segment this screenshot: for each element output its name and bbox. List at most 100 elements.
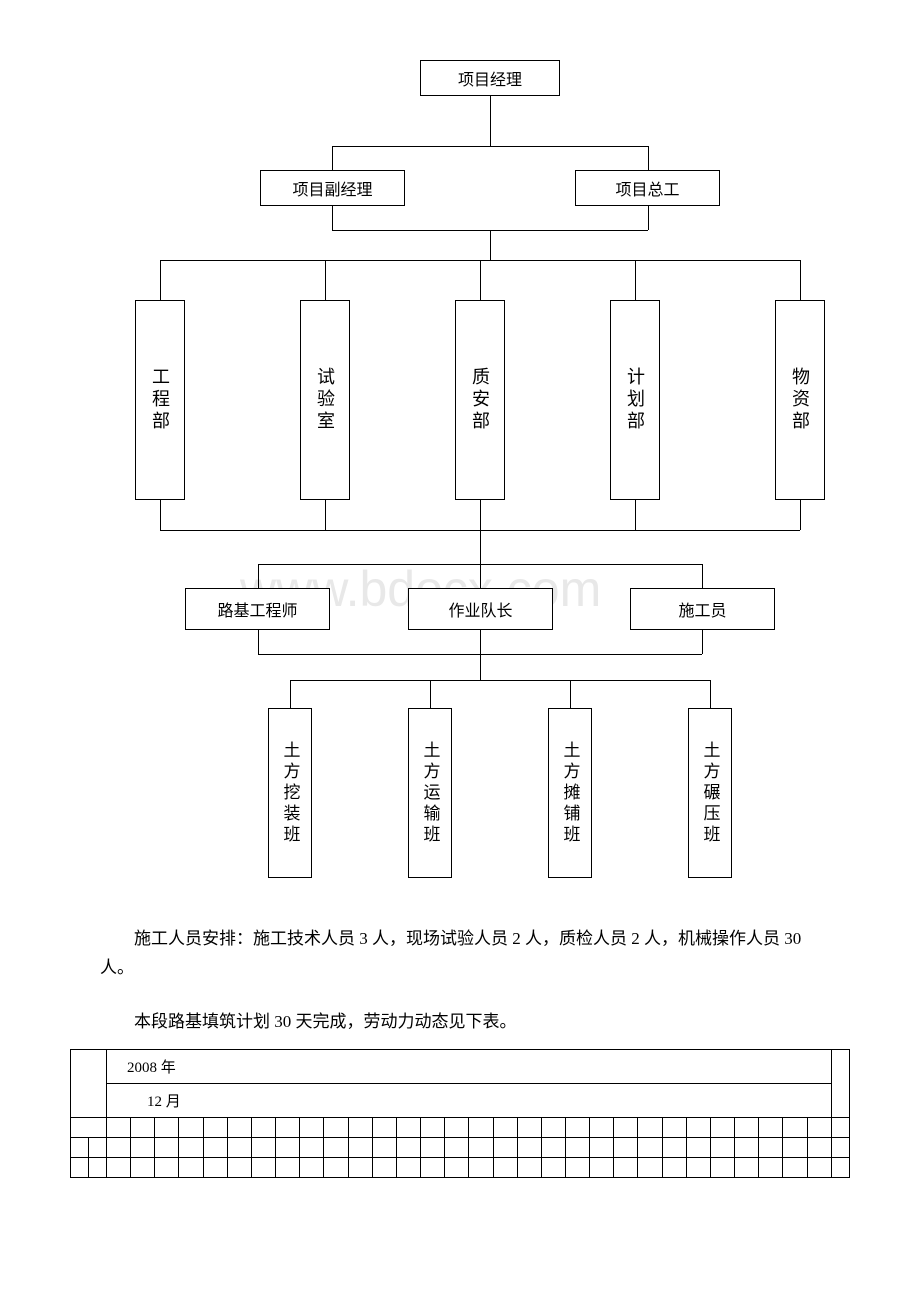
connector xyxy=(702,564,703,588)
grid-cell xyxy=(179,1157,203,1177)
grid-cell xyxy=(300,1157,324,1177)
day-cell xyxy=(324,1117,348,1137)
month-cell: 12 月 xyxy=(107,1083,832,1117)
connector xyxy=(325,260,326,300)
day-cell xyxy=(807,1117,831,1137)
day-cell xyxy=(300,1117,324,1137)
node-qa-dept: 质安部 xyxy=(455,300,505,500)
grid-cell xyxy=(759,1157,783,1177)
day-cell xyxy=(251,1117,275,1137)
node-lab: 试验室 xyxy=(300,300,350,500)
grid-cell xyxy=(832,1157,850,1177)
connector xyxy=(325,500,326,530)
connector xyxy=(480,654,481,680)
connector xyxy=(635,260,636,300)
node-team-leader: 作业队长 xyxy=(408,588,553,630)
connector xyxy=(290,680,291,708)
connector xyxy=(480,530,481,564)
connector xyxy=(290,680,710,681)
day-cell xyxy=(638,1117,662,1137)
node-paving-team: 土方摊铺班 xyxy=(548,708,592,878)
grid-cell xyxy=(686,1157,710,1177)
connector xyxy=(480,564,481,588)
day-cell xyxy=(203,1117,227,1137)
org-chart: www.bdocx.com 项目经理 项目副经理 项目总工 工程部 试验室 质安… xyxy=(60,60,860,900)
day-cell xyxy=(276,1117,300,1137)
day-cell xyxy=(372,1117,396,1137)
grid-cell xyxy=(131,1157,155,1177)
grid-cell xyxy=(783,1157,807,1177)
connector xyxy=(160,260,161,300)
day-cell xyxy=(686,1117,710,1137)
day-cell xyxy=(155,1117,179,1137)
connector xyxy=(258,630,259,654)
grid-cell xyxy=(614,1157,638,1177)
grid-cell xyxy=(807,1157,831,1177)
node-engineering-dept: 工程部 xyxy=(135,300,185,500)
grid-cell xyxy=(735,1157,759,1177)
connector xyxy=(332,146,333,170)
connector xyxy=(332,206,333,230)
paragraph-staff: 施工人员安排：施工技术人员 3 人，现场试验人员 2 人，质检人员 2 人，机械… xyxy=(100,925,820,983)
grid-cell xyxy=(445,1157,469,1177)
connector xyxy=(480,630,481,654)
grid-cell xyxy=(251,1157,275,1177)
grid-cell xyxy=(710,1157,734,1177)
grid-cell xyxy=(155,1157,179,1177)
grid-cell xyxy=(517,1157,541,1177)
grid-cell xyxy=(324,1157,348,1177)
grid-cell xyxy=(276,1157,300,1177)
connector xyxy=(710,680,711,708)
grid-cell xyxy=(421,1157,445,1177)
grid-cell xyxy=(89,1157,107,1177)
grid-cell xyxy=(348,1157,372,1177)
day-cell xyxy=(517,1117,541,1137)
day-cell xyxy=(469,1117,493,1137)
grid-cell xyxy=(493,1157,517,1177)
grid-cell xyxy=(71,1157,89,1177)
grid-cell xyxy=(227,1157,251,1177)
day-cell xyxy=(735,1117,759,1137)
day-cell xyxy=(662,1117,686,1137)
day-cell xyxy=(590,1117,614,1137)
year-cell: 2008 年 xyxy=(107,1049,832,1083)
connector xyxy=(800,260,801,300)
grid-cell xyxy=(469,1157,493,1177)
day-cell xyxy=(421,1117,445,1137)
grid-cell xyxy=(372,1157,396,1177)
grid-cell xyxy=(590,1157,614,1177)
day-cell xyxy=(541,1117,565,1137)
connector xyxy=(648,206,649,230)
connector xyxy=(480,500,481,530)
grid-cell xyxy=(662,1157,686,1177)
day-cell xyxy=(179,1117,203,1137)
day-cell xyxy=(493,1117,517,1137)
node-root: 项目经理 xyxy=(420,60,560,96)
day-cell xyxy=(614,1117,638,1137)
node-deputy-manager: 项目副经理 xyxy=(260,170,405,206)
connector xyxy=(480,260,481,300)
connector xyxy=(635,500,636,530)
connector xyxy=(258,564,259,588)
node-compaction-team: 土方碾压班 xyxy=(688,708,732,878)
day-cell xyxy=(396,1117,420,1137)
day-cell xyxy=(783,1117,807,1137)
node-planning-dept: 计划部 xyxy=(610,300,660,500)
grid-cell xyxy=(203,1157,227,1177)
day-cell xyxy=(710,1117,734,1137)
node-excavation-team: 土方挖装班 xyxy=(268,708,312,878)
node-materials-dept: 物资部 xyxy=(775,300,825,500)
day-cell xyxy=(759,1117,783,1137)
connector xyxy=(648,146,649,170)
grid-cell xyxy=(565,1157,589,1177)
day-cell xyxy=(565,1117,589,1137)
grid-cell xyxy=(396,1157,420,1177)
connector xyxy=(430,680,431,708)
connector xyxy=(490,230,491,260)
labor-table: 2008 年12 月 xyxy=(70,1049,850,1178)
connector xyxy=(702,630,703,654)
connector xyxy=(570,680,571,708)
grid-cell xyxy=(107,1157,131,1177)
paragraph-plan: 本段路基填筑计划 30 天完成，劳动力动态见下表。 xyxy=(100,1008,820,1037)
connector xyxy=(800,500,801,530)
